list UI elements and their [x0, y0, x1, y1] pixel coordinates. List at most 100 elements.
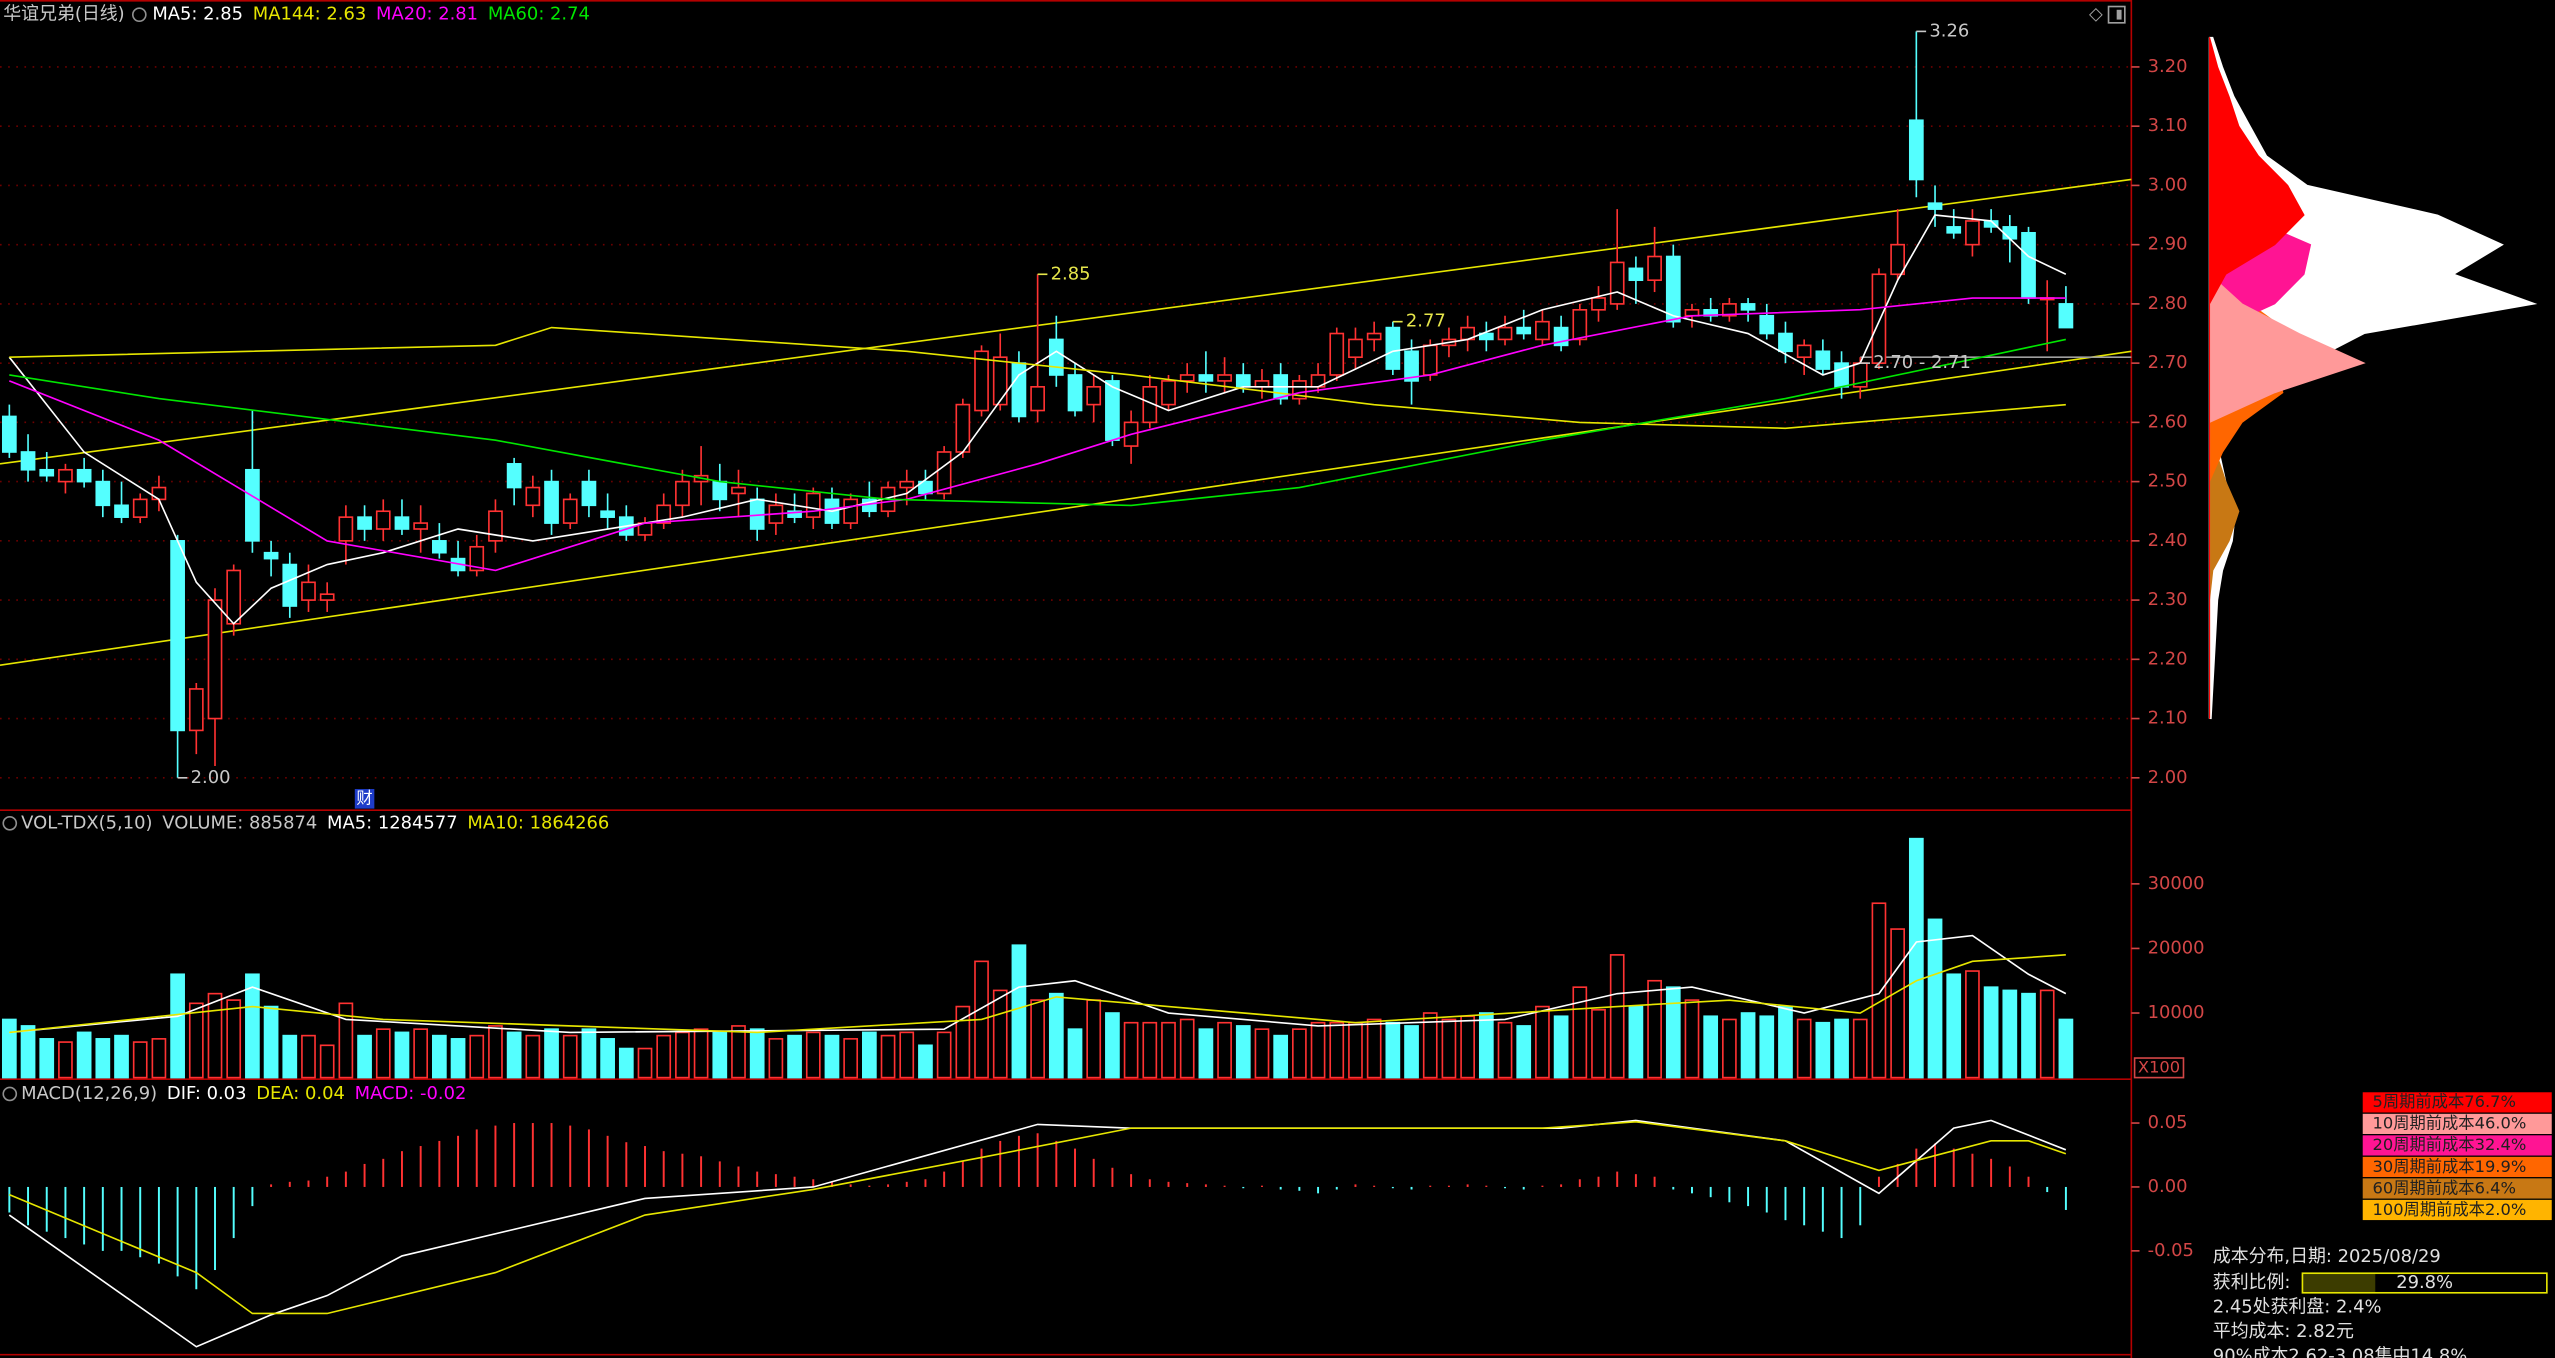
volume-bar — [1759, 1015, 1775, 1079]
header-icon — [131, 7, 147, 23]
volume-bar — [581, 1028, 597, 1079]
trend-line — [0, 350, 2132, 667]
candle-body — [2058, 303, 2074, 329]
volume-bar — [188, 1002, 204, 1079]
volume-bar — [1703, 1015, 1719, 1079]
volume-bar — [2021, 992, 2036, 1079]
volume-bar — [58, 1041, 73, 1079]
y-tick-label: 2.40 — [2148, 530, 2188, 551]
volume-bar — [1179, 1018, 1195, 1079]
volume-bar — [95, 1038, 111, 1079]
y-tick-label: 3.20 — [2148, 56, 2188, 77]
candle-body — [1, 415, 17, 453]
diamond-icon[interactable]: ◇ — [2089, 4, 2103, 25]
candle-body — [207, 599, 223, 720]
volume-bar — [1722, 1018, 1737, 1079]
candle-body — [899, 480, 915, 489]
volume-bar — [675, 1031, 690, 1079]
volume-bar — [170, 973, 185, 1079]
candle-body — [1740, 303, 1756, 311]
volume-bar — [469, 1034, 485, 1079]
candle-body — [226, 569, 242, 625]
window-icon-part — [2116, 9, 2122, 20]
volume-bar — [1105, 1012, 1120, 1079]
volume-bar — [768, 1038, 784, 1079]
legend-label: 20周期前成本32.4% — [2373, 1135, 2527, 1154]
candle-body — [151, 486, 167, 501]
volume-bar — [506, 1031, 522, 1079]
window-icon[interactable] — [2107, 5, 2126, 24]
annotation: 2.85 — [1051, 263, 1091, 284]
candle-body — [1722, 303, 1737, 317]
volume-bar — [1067, 1028, 1083, 1079]
volume-bar — [525, 1034, 541, 1079]
volume-bar — [1983, 986, 1999, 1079]
candle-body — [1329, 332, 1345, 376]
candle-body — [1927, 202, 1943, 210]
volume-bar — [413, 1028, 429, 1079]
profit-bar-frame — [2301, 1272, 2548, 1294]
y-tick-label: 0.05 — [2148, 1112, 2188, 1133]
candle-body — [1198, 374, 1214, 382]
candle-body — [413, 522, 429, 530]
candle-body — [731, 486, 746, 495]
volume-bar — [880, 1034, 896, 1079]
volume-bar — [1142, 1021, 1158, 1079]
volume-bar — [263, 1005, 279, 1079]
header-label: MACD(12,26,9) — [21, 1083, 157, 1104]
volume-bar — [226, 999, 242, 1079]
header-label: MA5: 1284577 — [327, 812, 458, 833]
chip-layer — [2209, 37, 2305, 719]
candle-body — [1609, 261, 1625, 305]
ma-line — [9, 338, 2067, 507]
candle-body — [1647, 255, 1662, 282]
volume-bar — [1647, 979, 1662, 1079]
volume-bar — [1778, 1005, 1793, 1079]
macd-line — [8, 1120, 2067, 1315]
header-label: VOL-TDX(5,10) — [21, 812, 152, 833]
candle-body — [1348, 338, 1363, 359]
candle-body — [506, 463, 522, 489]
candle-body — [1815, 350, 1831, 370]
volume-bar — [1030, 999, 1045, 1079]
candle-body — [2021, 231, 2036, 299]
header-label: MACD: -0.02 — [355, 1083, 467, 1104]
candle-body — [39, 468, 55, 477]
candle-body — [319, 593, 335, 601]
candle-body — [992, 356, 1008, 406]
candle-body — [58, 468, 73, 483]
candle-body — [394, 516, 410, 530]
volume-bar — [1198, 1028, 1214, 1079]
unit-box — [2133, 1057, 2185, 1079]
annotation: 2.77 — [1406, 311, 1446, 332]
candle-body — [1254, 380, 1270, 388]
volume-bar — [1684, 999, 1700, 1079]
volume-bar — [618, 1047, 634, 1079]
volume-bar — [749, 1028, 765, 1079]
volume-bar — [1235, 1025, 1251, 1079]
volume-bar — [1348, 1021, 1363, 1079]
volume-bar — [301, 1034, 316, 1079]
candle-body — [1871, 273, 1887, 364]
candle-body — [1404, 350, 1419, 382]
header-label: 华谊兄弟(日线) — [3, 4, 124, 25]
candle-body — [282, 563, 298, 607]
volume-bar — [1927, 918, 1943, 1079]
candle-body — [488, 510, 503, 542]
annotation: 2.00 — [191, 767, 231, 788]
candle-body — [1759, 314, 1775, 335]
ma-line — [9, 326, 2066, 430]
candle-body — [581, 480, 597, 507]
volume-bar — [1965, 970, 1980, 1079]
volume-bar — [1441, 1018, 1457, 1079]
candle-body — [562, 498, 578, 524]
candle-body — [656, 504, 672, 524]
candle-body — [1067, 374, 1083, 412]
legend-label: 100周期前成本2.0% — [2373, 1200, 2527, 1219]
candle-body — [20, 451, 36, 471]
candle-body — [805, 492, 821, 518]
volume-bar — [1011, 944, 1027, 1079]
volume-bar — [1908, 837, 1924, 1079]
legend-swatch — [2362, 1199, 2552, 1221]
